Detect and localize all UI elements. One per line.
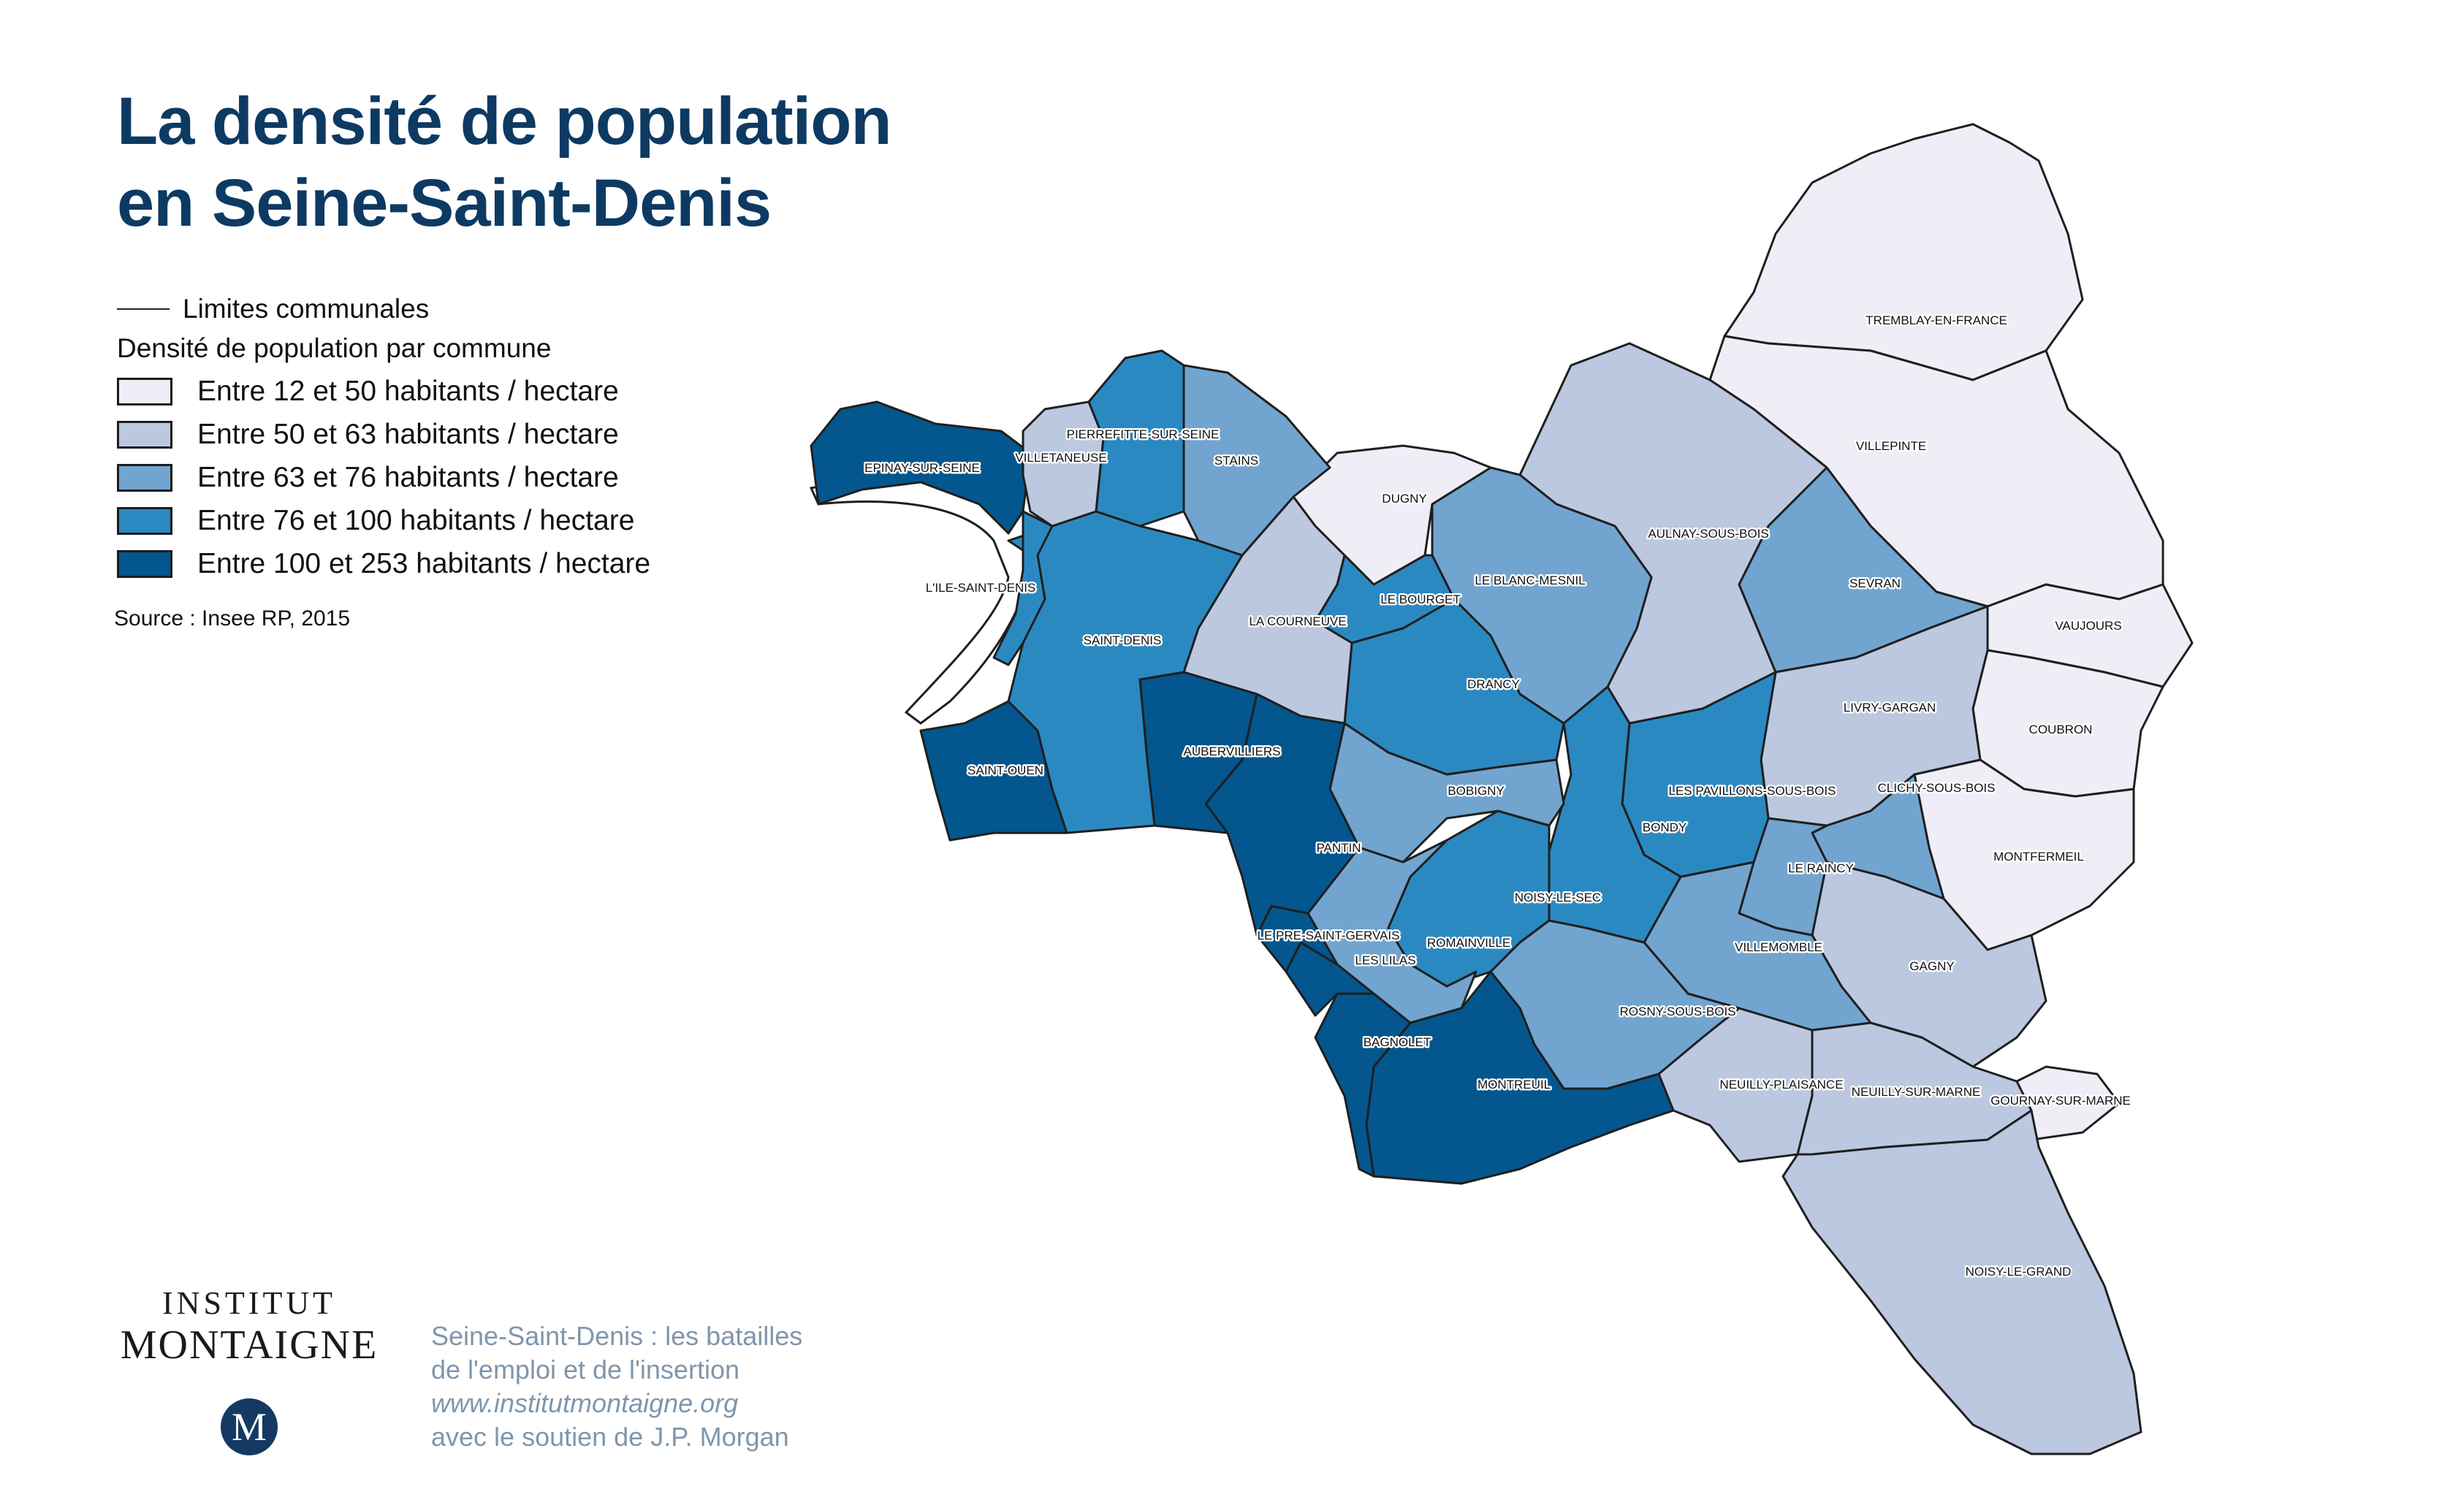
label-drancy: DRANCY bbox=[1467, 677, 1520, 691]
credits-line-2: de l'emploi et de l'insertion bbox=[431, 1355, 739, 1385]
legend-subtitle: Densité de population par commune bbox=[117, 333, 552, 363]
credits: Seine-Saint-Denis : les batailles de l'e… bbox=[431, 1320, 802, 1454]
legend-swatch bbox=[117, 549, 172, 578]
legend-class-2: Entre 50 et 63 habitants / hectare bbox=[117, 413, 650, 456]
label-le-bourget: LE BOURGET bbox=[1380, 593, 1461, 606]
legend-class-4: Entre 76 et 100 habitants / hectare bbox=[117, 499, 650, 542]
legend-class-label: Entre 50 et 63 habitants / hectare bbox=[197, 418, 619, 450]
label-clichy-sous-bois: CLICHY-SOUS-BOIS bbox=[1878, 781, 1996, 795]
legend: Limites communales Densité de population… bbox=[117, 291, 650, 585]
label-bagnolet: BAGNOLET bbox=[1364, 1035, 1431, 1049]
label-le-raincy: LE RAINCY bbox=[1788, 861, 1854, 875]
label-neuilly-sur-marne: NEUILLY-SUR-MARNE bbox=[1852, 1085, 1981, 1099]
label-gagny: GAGNY bbox=[1909, 959, 1954, 973]
label-vaujours: VAUJOURS bbox=[2055, 619, 2121, 633]
label-livry-gargan: LIVRY-GARGAN bbox=[1844, 701, 1936, 715]
legend-swatch bbox=[117, 420, 172, 449]
boundary-line-symbol bbox=[117, 308, 170, 310]
label-les-pavillons-sous-bois: LES PAVILLONS-SOUS-BOIS bbox=[1669, 784, 1836, 798]
logo-line-2: MONTAIGNE bbox=[120, 1322, 379, 1368]
label-rosny-sous-bois: ROSNY-SOUS-BOIS bbox=[1619, 1005, 1735, 1018]
label-noisy-le-sec: NOISY-LE-SEC bbox=[1515, 891, 1601, 905]
commune-noisy-le-grand bbox=[1782, 1109, 2142, 1455]
label-neuilly-plaisance: NEUILLY-PLAISANCE bbox=[1719, 1078, 1843, 1092]
label-gournay-sur-marne: GOURNAY-SUR-MARNE bbox=[1990, 1094, 2131, 1108]
label-bobigny: BOBIGNY bbox=[1448, 784, 1504, 798]
legend-class-3: Entre 63 et 76 habitants / hectare bbox=[117, 456, 650, 499]
label-romainville: ROMAINVILLE bbox=[1427, 936, 1510, 950]
label-la-courneuve: LA COURNEUVE bbox=[1249, 614, 1346, 628]
legend-boundary-line: Limites communales bbox=[117, 291, 650, 327]
credits-website-link[interactable]: www.institutmontaigne.org bbox=[431, 1388, 739, 1418]
label-coubron: COUBRON bbox=[2029, 723, 2093, 736]
label-bondy: BONDY bbox=[1643, 820, 1687, 834]
legend-swatch bbox=[117, 463, 172, 492]
legend-boundary-label: Limites communales bbox=[183, 294, 430, 324]
label-stains: STAINS bbox=[1214, 454, 1258, 468]
logo-monogram-icon: M bbox=[221, 1398, 278, 1455]
label-montfermeil: MONTFERMEIL bbox=[1993, 850, 2084, 864]
label-villemomble: VILLEMOMBLE bbox=[1735, 940, 1822, 954]
legend-class-label: Entre 100 et 253 habitants / hectare bbox=[197, 547, 651, 579]
commune-l-ile-saint-denis bbox=[992, 510, 1054, 666]
label-villepinte: VILLEPINTE bbox=[1856, 439, 1926, 453]
map-title-line-1: La densité de population bbox=[117, 84, 892, 159]
label-l-ile-saint-denis: L'ILE-SAINT-DENIS bbox=[926, 581, 1036, 595]
label-aubervilliers: AUBERVILLIERS bbox=[1184, 745, 1281, 758]
label-tremblay-en-france: TREMBLAY-EN-FRANCE bbox=[1866, 313, 2007, 327]
map-title-line-2: en Seine-Saint-Denis bbox=[117, 166, 772, 240]
credits-line-4: avec le soutien de J.P. Morgan bbox=[431, 1422, 789, 1452]
legend-class-1: Entre 12 et 50 habitants / hectare bbox=[117, 370, 650, 413]
legend-class-label: Entre 12 et 50 habitants / hectare bbox=[197, 375, 619, 407]
legend-class-label: Entre 76 et 100 habitants / hectare bbox=[197, 504, 635, 536]
label-villetaneuse: VILLETANEUSE bbox=[1015, 451, 1106, 465]
label-le-pre-saint-gervais: LE PRE-SAINT-GERVAIS bbox=[1258, 929, 1400, 942]
label-les-lilas: LES LILAS bbox=[1355, 953, 1415, 967]
logo-line-1: INSTITUT bbox=[162, 1285, 336, 1321]
label-le-blanc-mesnil: LE BLANC-MESNIL bbox=[1475, 574, 1585, 587]
label-aulnay-sous-bois: AULNAY-SOUS-BOIS bbox=[1648, 527, 1768, 541]
label-epinay-sur-seine: EPINAY-SUR-SEINE bbox=[864, 461, 980, 475]
label-pierrefitte-sur-seine: PIERREFITTE-SUR-SEINE bbox=[1067, 427, 1220, 441]
commune-stains bbox=[1182, 364, 1331, 557]
label-pantin: PANTIN bbox=[1316, 841, 1361, 855]
label-sevran: SEVRAN bbox=[1849, 576, 1901, 590]
legend-class-5: Entre 100 et 253 habitants / hectare bbox=[117, 542, 650, 585]
source-note: Source : Insee RP, 2015 bbox=[114, 606, 350, 631]
credits-line-1: Seine-Saint-Denis : les batailles bbox=[431, 1321, 803, 1351]
institut-montaigne-logo: INSTITUT MONTAIGNE M bbox=[117, 1284, 381, 1455]
legend-swatch bbox=[117, 506, 172, 535]
label-noisy-le-grand: NOISY-LE-GRAND bbox=[1966, 1265, 2072, 1279]
label-dugny: DUGNY bbox=[1382, 492, 1426, 506]
commune-epinay-sur-seine bbox=[810, 400, 1032, 535]
label-saint-denis: SAINT-DENIS bbox=[1084, 633, 1162, 647]
commune-tremblay-en-france bbox=[1723, 123, 2084, 381]
label-montreuil: MONTREUIL bbox=[1478, 1078, 1551, 1092]
label-saint-ouen: SAINT-OUEN bbox=[967, 763, 1043, 777]
legend-class-label: Entre 63 et 76 habitants / hectare bbox=[197, 461, 619, 493]
legend-swatch bbox=[117, 377, 172, 405]
map-title: La densité de population en Seine-Saint-… bbox=[117, 80, 892, 244]
commune-bagnolet bbox=[1314, 992, 1412, 1178]
